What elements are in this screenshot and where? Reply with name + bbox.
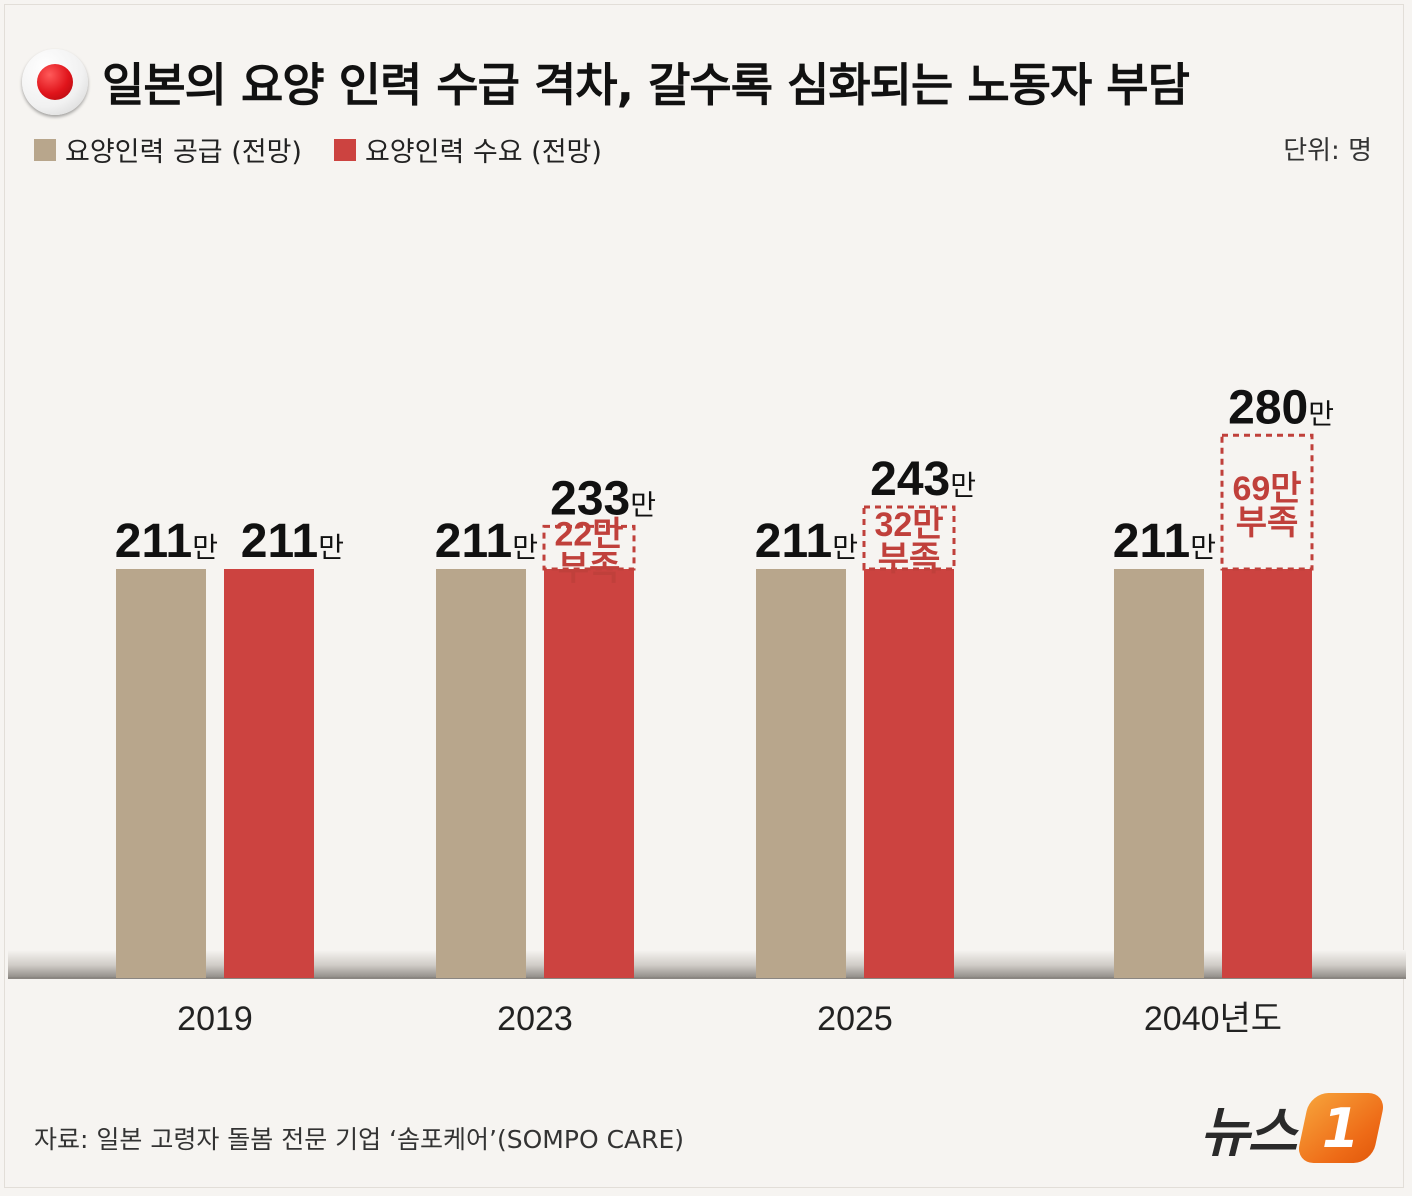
- shortage-amount-2040년도: 69만: [1232, 470, 1301, 508]
- label-total-2023: 233만: [550, 472, 656, 525]
- header: 일본의 요양 인력 수급 격차, 갈수록 심화되는 노동자 부담: [22, 40, 1190, 124]
- shortage-box-2040년도: [1220, 433, 1314, 571]
- legend: 요양인력 공급 (전망) 요양인력 수요 (전망): [34, 130, 634, 169]
- label-supply-2023-number: 211: [435, 515, 512, 568]
- chart-frame: [4, 4, 1404, 1188]
- flag-red-dot: [37, 64, 73, 100]
- bar-supply-2019: [116, 569, 206, 978]
- label-supply-2040년도-unit: 만: [1190, 532, 1216, 563]
- legend-item-supply: 요양인력 공급 (전망): [34, 130, 302, 169]
- label-supply-2040년도-number: 211: [1113, 515, 1190, 568]
- shortage-box-2025: [862, 505, 956, 571]
- bar-supply-2040년도: [1114, 569, 1204, 978]
- x-tick-2023: 2023: [497, 1000, 573, 1038]
- logo-badge-number: 1: [1322, 1096, 1361, 1159]
- label-total-2023-number: 233: [550, 472, 630, 525]
- shortage-suffix-2040년도: 부족: [1236, 504, 1299, 542]
- label-total-2040년도: 280만: [1228, 381, 1334, 434]
- logo-badge: 1: [1295, 1092, 1387, 1163]
- bar-demand-2025: [864, 569, 954, 978]
- chart-title: 일본의 요양 인력 수급 격차, 갈수록 심화되는 노동자 부담: [102, 58, 1190, 112]
- legend-label-demand: 요양인력 수요 (전망): [364, 137, 602, 168]
- bar-demand-2019: [224, 569, 314, 978]
- label-demand-2019-number: 211: [241, 515, 318, 568]
- label-total-2025-unit: 만: [950, 470, 976, 501]
- label-total-2023-unit: 만: [630, 489, 656, 520]
- label-supply-2023-unit: 만: [512, 532, 538, 563]
- label-supply-2025: 211만: [755, 515, 858, 568]
- label-supply-2025-unit: 만: [832, 532, 858, 563]
- shortage-box-2023: [542, 524, 636, 571]
- bar-supply-2025: [756, 569, 846, 978]
- x-tick-2040년도: 2040년도: [1144, 1000, 1282, 1038]
- label-supply-2040년도: 211만: [1113, 515, 1216, 568]
- label-supply-2019-number: 211: [115, 515, 192, 568]
- label-demand-2019: 211만: [241, 515, 344, 568]
- label-total-2025: 243만: [870, 453, 976, 506]
- label-supply-2019: 211만: [115, 515, 218, 568]
- unit-label: 단위: 명: [1283, 136, 1372, 166]
- shortage-amount-2025: 32만: [874, 506, 943, 544]
- x-tick-2019: 2019: [177, 1000, 253, 1038]
- legend-swatch-supply: [34, 138, 56, 161]
- source-label: 자료: 일본 고령자 돌봄 전문 기업 ‘솜포케어’(SOMPO CARE): [34, 1125, 685, 1154]
- label-supply-2023: 211만: [435, 515, 538, 568]
- logo-text: 뉴스: [1200, 1101, 1297, 1164]
- news1-logo: 뉴스 1: [1200, 1088, 1387, 1167]
- x-tick-2025: 2025: [817, 1000, 893, 1038]
- shortage-suffix-2025: 부족: [878, 540, 941, 578]
- shortage-amount-2023: 22만: [554, 516, 623, 554]
- legend-label-supply: 요양인력 공급 (전망): [65, 137, 302, 168]
- bar-demand-2023: [544, 569, 634, 978]
- label-total-2040년도-unit: 만: [1308, 398, 1334, 429]
- label-supply-2019-unit: 만: [192, 532, 218, 563]
- japan-flag-icon: [22, 49, 88, 115]
- bar-demand-2040년도: [1222, 569, 1312, 978]
- label-total-2040년도-number: 280: [1228, 381, 1308, 434]
- label-demand-2019-unit: 만: [318, 532, 344, 563]
- legend-swatch-demand: [333, 138, 356, 161]
- bar-supply-2023: [436, 569, 526, 978]
- shortage-suffix-2023: 부족: [558, 550, 621, 588]
- legend-item-demand: 요양인력 수요 (전망): [333, 130, 602, 169]
- label-total-2025-number: 243: [870, 453, 950, 506]
- label-supply-2025-number: 211: [755, 515, 832, 568]
